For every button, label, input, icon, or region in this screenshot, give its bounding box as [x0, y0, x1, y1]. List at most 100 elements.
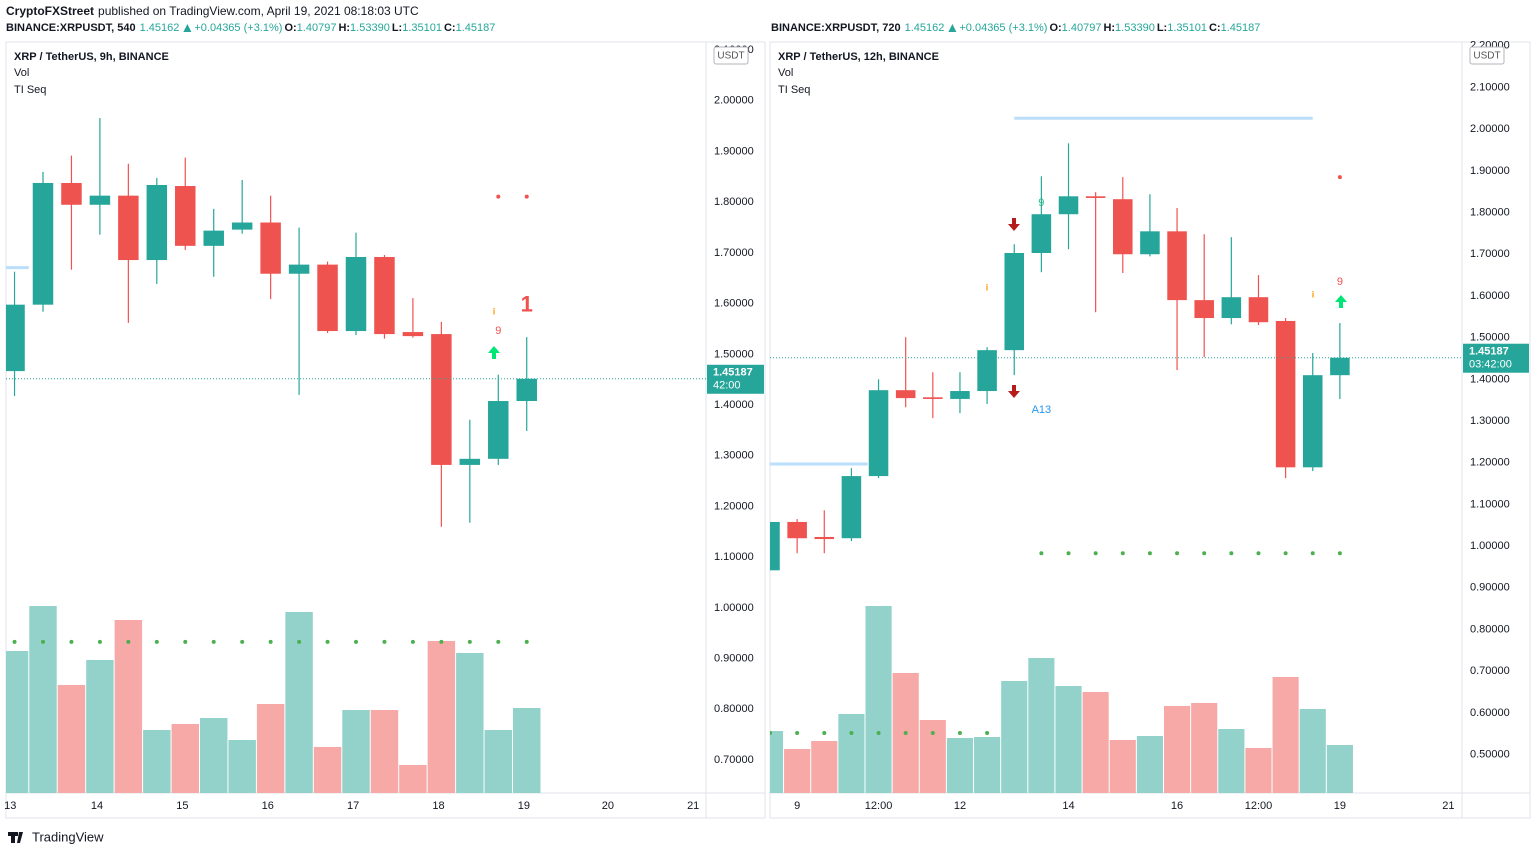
candle-body [1221, 297, 1242, 319]
published: published on TradingView.com, April 19, … [98, 4, 419, 18]
candle-body [516, 378, 537, 402]
candle-body [950, 391, 970, 399]
price-label: 1.45187 [713, 367, 753, 379]
volume-bar [143, 730, 171, 793]
y-tick-label: 0.70000 [714, 754, 754, 766]
x-tick-label: 18 [432, 800, 444, 812]
seq-dot [524, 639, 529, 644]
candle-body [203, 230, 224, 246]
x-tick-label: 14 [91, 800, 103, 812]
candle-body [345, 257, 367, 332]
seq-dot [1039, 551, 1044, 556]
seq-dot [1147, 551, 1152, 556]
seq-dot [822, 730, 827, 735]
volume-bar [285, 612, 313, 793]
candle-body [841, 476, 862, 539]
y-tick-label: 1.10000 [714, 551, 754, 563]
y-tick-label: 1.90000 [714, 145, 754, 157]
pane-title: XRP / TetherUS, 12h, BINANCE [778, 51, 939, 63]
logo [8, 832, 23, 843]
ohlc-key: C: [1209, 22, 1221, 34]
seq-dot [268, 639, 273, 644]
volume-bar [1326, 745, 1353, 793]
x-tick-label: 21 [1442, 800, 1454, 812]
volume-bar [838, 714, 865, 793]
x-tick-label: 19 [1334, 800, 1346, 812]
pane-border [769, 41, 1531, 819]
candle-body [1330, 357, 1350, 376]
volume-bar [1245, 748, 1272, 793]
arrow-icon [1008, 385, 1020, 398]
seq-dot [795, 730, 800, 735]
volume-bar [770, 731, 784, 793]
y-tick-label: 0.70000 [1470, 665, 1510, 677]
candle-body [260, 222, 281, 274]
candle-body [1275, 320, 1296, 468]
y-tick-label: 1.20000 [1470, 457, 1510, 469]
seq-dot [467, 639, 472, 644]
volume-bar [114, 620, 143, 793]
info-icon: i [1312, 289, 1315, 299]
volume-bar [313, 747, 342, 793]
seq-dot [126, 639, 131, 644]
y-tick-label: 1.40000 [714, 399, 754, 411]
plot [770, 116, 1353, 793]
seq-dot [69, 639, 74, 644]
seq-dot [985, 730, 990, 735]
last-price: 1.45162 [905, 22, 945, 34]
indicator-name: Vol [14, 67, 29, 79]
indicator-name: TI Seq [14, 84, 46, 96]
candle-body [118, 195, 139, 261]
seq-dot [849, 730, 854, 735]
seq-dot [183, 639, 188, 644]
candle-body [231, 222, 253, 230]
candle-body [923, 397, 943, 399]
up-triangle [183, 24, 192, 32]
symbol: BINANCE:XRPUSDT, 540 [6, 22, 136, 34]
up-triangle [948, 24, 957, 32]
last-price: 1.45162 [140, 22, 180, 34]
seq-dot [1337, 551, 1342, 556]
volume-bar [513, 708, 541, 793]
candle-body [175, 186, 196, 246]
volume-bar [1163, 706, 1191, 793]
volume-bar [1218, 729, 1245, 793]
seq-dot [1229, 551, 1234, 556]
y-tick-label: 2.10000 [1470, 81, 1510, 93]
candle-body [431, 334, 452, 465]
y-tick-label: 1.00000 [1470, 540, 1510, 552]
brand: TradingView [32, 829, 104, 844]
seq-dot [325, 639, 330, 644]
candle-body [32, 182, 54, 305]
seq-dot [1093, 551, 1098, 556]
ohlc-key: H: [338, 22, 350, 34]
seq-dot [240, 639, 245, 644]
candle-body [1113, 199, 1133, 255]
ohlc-key: O: [284, 22, 296, 34]
arrow-icon [1008, 218, 1020, 231]
info-icon: i [986, 282, 989, 292]
candle-body [61, 182, 82, 205]
y-tick-label: 0.90000 [714, 653, 754, 665]
y-tick-label: 1.60000 [714, 298, 754, 310]
y-tick-label: 0.90000 [1470, 582, 1510, 594]
volume-bar [1191, 703, 1218, 793]
annotation: 9 [1038, 197, 1044, 209]
volume-bar [171, 724, 199, 793]
y-tick-label: 0.80000 [1470, 623, 1510, 635]
indicator-name: Vol [778, 67, 793, 79]
annotation: A13 [1032, 404, 1052, 416]
price-label: 1.45187 [1469, 346, 1509, 358]
ohlc-key: O: [1049, 22, 1061, 34]
volume-bar [1109, 740, 1136, 793]
candle-body [317, 264, 338, 332]
volume-bar [1136, 736, 1163, 793]
x-tick-label: 12:00 [865, 800, 893, 812]
info-icon: i [493, 306, 496, 316]
currency: USDT [1473, 51, 1500, 62]
x-tick-label: 9 [794, 800, 800, 812]
volume-bar [1082, 692, 1109, 793]
ohlc-key: L: [1157, 22, 1167, 34]
plot [6, 118, 541, 793]
